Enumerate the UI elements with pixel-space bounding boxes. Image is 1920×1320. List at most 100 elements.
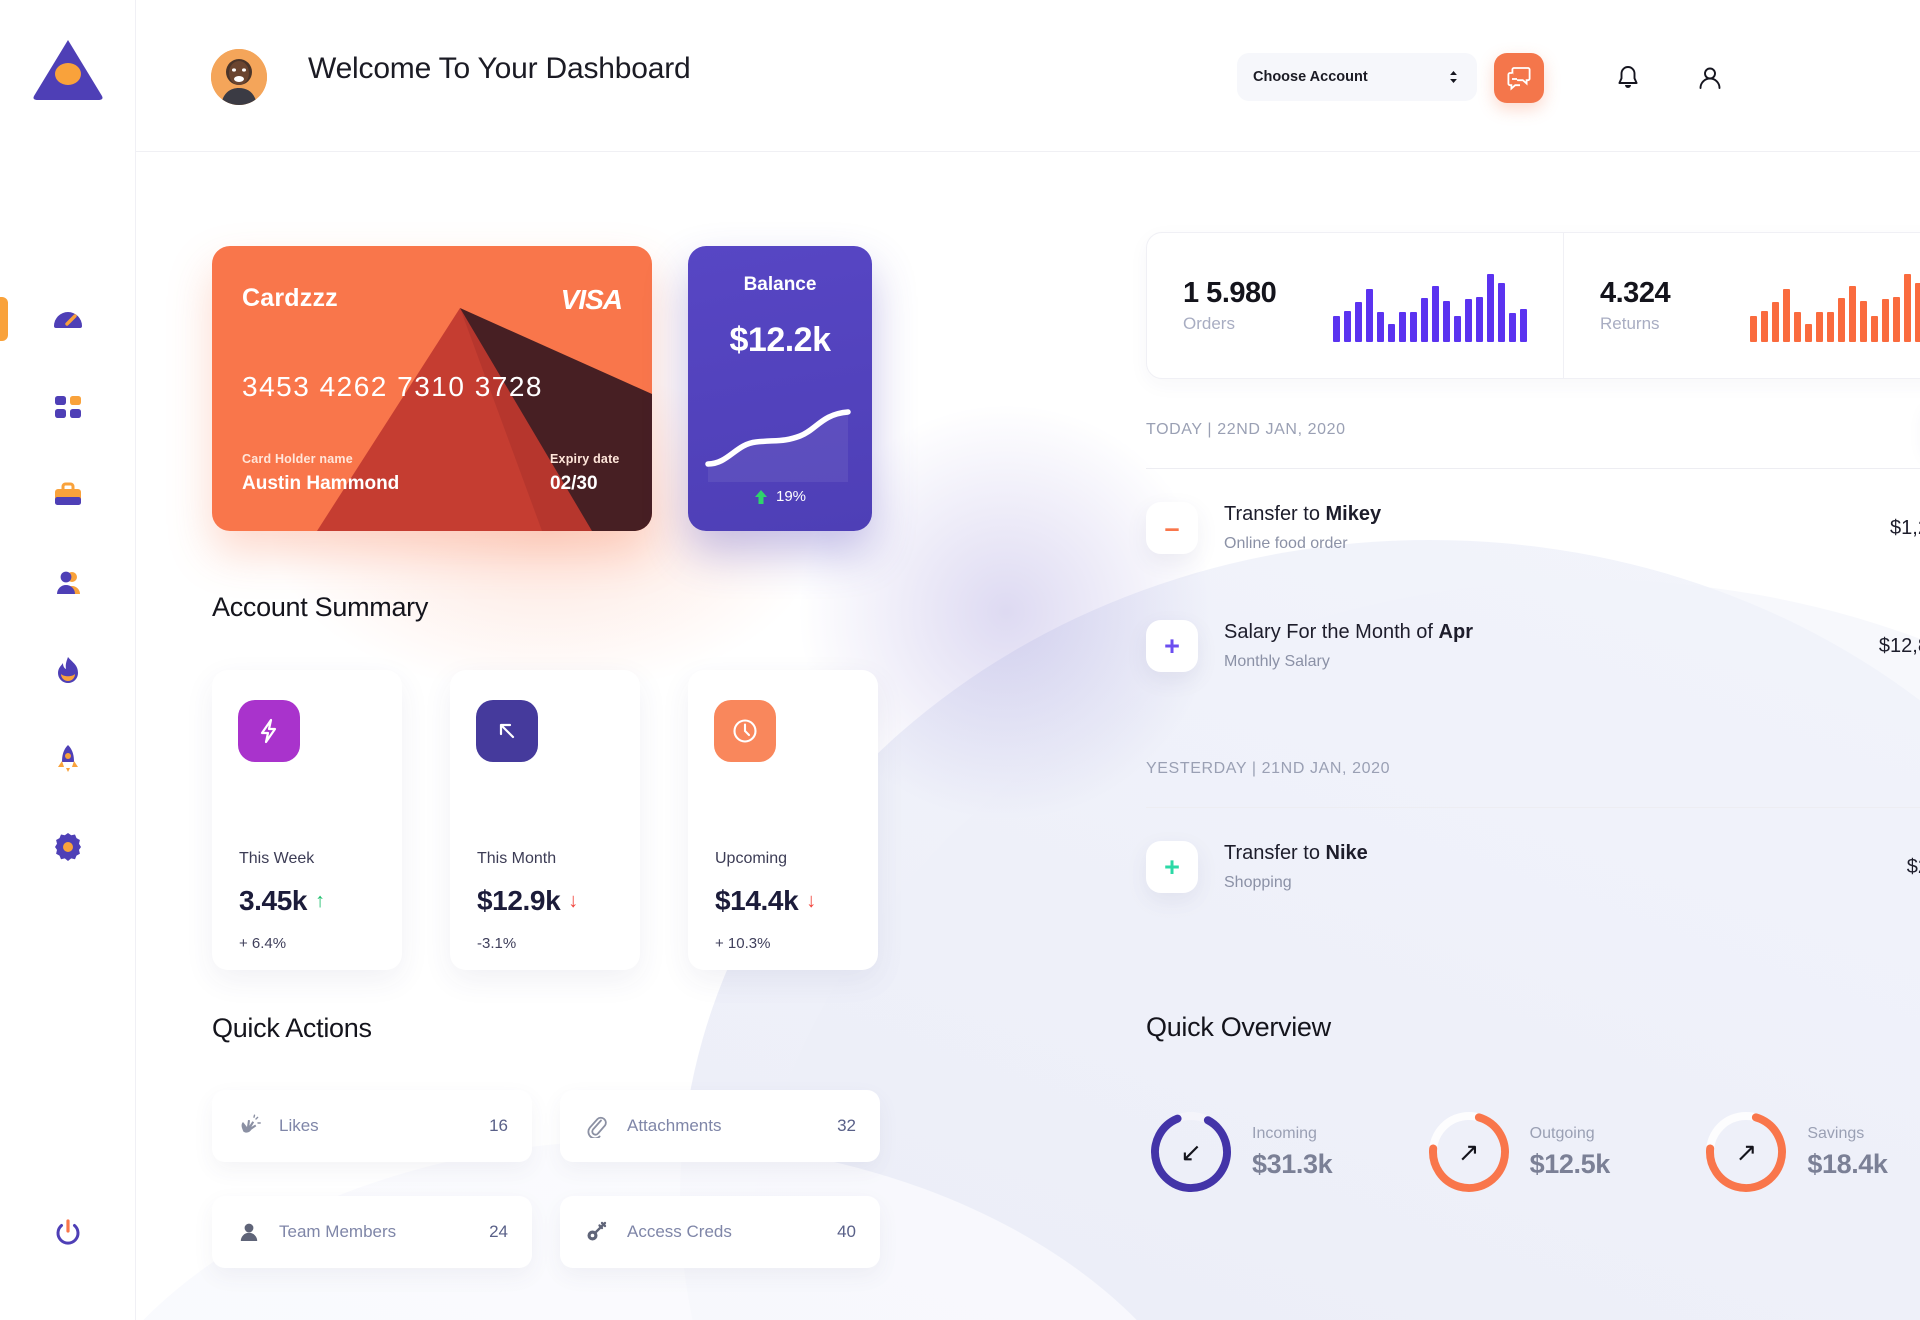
transaction-title-bold: Nike xyxy=(1325,842,1368,864)
credit-card[interactable]: Cardzzz VISA 3453 4262 7310 3728 Card Ho… xyxy=(212,246,652,531)
transaction-title-bold: Mikey xyxy=(1325,503,1382,525)
avatar[interactable] xyxy=(211,49,267,105)
balance-card[interactable]: Balance $12.2k 19% xyxy=(688,246,872,531)
sidebar-nav xyxy=(0,275,136,891)
power-icon xyxy=(56,1219,80,1245)
person-filled-icon xyxy=(236,1219,262,1245)
user-photo xyxy=(211,49,267,105)
transaction-title-prefix: Salary For the Month of xyxy=(1224,621,1439,643)
bar xyxy=(1761,310,1768,342)
logo-triangle-icon[interactable] xyxy=(32,38,104,102)
bar xyxy=(1509,312,1516,342)
card-name: Cardzzz xyxy=(242,284,338,312)
plus-icon: + xyxy=(1146,841,1198,893)
chat-bubbles-icon xyxy=(1507,67,1531,91)
overview-item-savings[interactable]: ↗ Savings $18.4k xyxy=(1701,1082,1920,1222)
bar xyxy=(1421,298,1428,342)
notifications-button[interactable] xyxy=(1608,58,1648,98)
transaction-row[interactable]: + Salary For the Month of Apr Monthly Sa… xyxy=(1146,587,1920,705)
transactions-group-header: YESTERDAY | 21ND JAN, 2020 xyxy=(1146,749,1920,789)
sidebar xyxy=(0,0,136,1320)
card-expiry: Expiry date 02/30 xyxy=(550,452,620,495)
bar xyxy=(1860,301,1867,342)
key-icon xyxy=(584,1219,610,1245)
transaction-subtitle: Monthly Salary xyxy=(1224,653,1330,670)
quick-action-likes[interactable]: Likes 16 xyxy=(212,1090,532,1162)
bar xyxy=(1882,299,1889,342)
transactions-group-header: TODAY | 22ND JAN, 2020 xyxy=(1146,410,1920,450)
summary-card[interactable]: This Month $12.9k ↓ -3.1% xyxy=(450,670,640,970)
quick-action-access-creds[interactable]: Access Creds 40 xyxy=(560,1196,880,1268)
sidebar-item-dashboard[interactable] xyxy=(0,275,136,363)
stat-returns: 4.324 Returns xyxy=(1563,233,1920,378)
flame-icon xyxy=(58,657,78,683)
overview-label: Savings xyxy=(1807,1124,1865,1142)
transaction-title-prefix: Transfer to xyxy=(1224,503,1326,525)
arrow-down-icon: ↓ xyxy=(568,889,578,912)
power-button[interactable] xyxy=(0,1216,136,1250)
account-summary-title: Account Summary xyxy=(212,592,429,622)
quick-action-team-members[interactable]: Team Members 24 xyxy=(212,1196,532,1268)
account-select[interactable]: Choose Account xyxy=(1237,53,1477,101)
sidebar-item-apps[interactable] xyxy=(0,363,136,451)
quick-action-count: 40 xyxy=(837,1222,856,1241)
divider xyxy=(1146,468,1920,469)
users-icon xyxy=(57,571,80,594)
quick-action-count: 24 xyxy=(489,1222,508,1241)
balance-sparkline xyxy=(705,409,851,482)
sidebar-item-users[interactable] xyxy=(0,539,136,627)
overview-value: $12.5k xyxy=(1529,1148,1611,1179)
bolt-icon xyxy=(238,700,300,762)
chevron-updown-icon xyxy=(1450,71,1457,83)
quick-action-label: Access Creds xyxy=(627,1222,732,1241)
transaction-row[interactable]: + Transfer to Nike Shopping $230.00 xyxy=(1146,808,1920,926)
bar xyxy=(1893,296,1900,342)
card-holder-label: Card Holder name xyxy=(242,452,353,466)
transaction-title: Salary For the Month of Apr xyxy=(1224,621,1879,644)
transaction-title: Transfer to Nike xyxy=(1224,842,1907,865)
summary-delta: + 10.3% xyxy=(715,935,771,952)
bar xyxy=(1794,311,1801,342)
bar xyxy=(1772,301,1779,342)
summary-value: 3.45k ↑ xyxy=(239,885,325,917)
header-bar: Welcome To Your Dashboard Choose Account xyxy=(136,0,1920,152)
sidebar-item-trending[interactable] xyxy=(0,627,136,715)
transaction-amount: $230.00 xyxy=(1906,855,1920,878)
briefcase-icon xyxy=(55,482,81,505)
overview-label: Outgoing xyxy=(1529,1124,1595,1142)
bar xyxy=(1849,285,1856,342)
transaction-row[interactable]: – Transfer to Mikey Online food order $1… xyxy=(1146,469,1920,587)
quick-action-attachments[interactable]: Attachments 32 xyxy=(560,1090,880,1162)
bar xyxy=(1443,301,1450,342)
transaction-subtitle: Shopping xyxy=(1224,874,1292,891)
quick-action-label: Team Members xyxy=(279,1222,397,1241)
bar xyxy=(1487,274,1494,342)
balance-change-value: 19% xyxy=(775,488,807,505)
arrow-up-right-icon: ↗ xyxy=(1735,1136,1758,1167)
profile-button[interactable] xyxy=(1690,58,1730,98)
page-title: Welcome To Your Dashboard xyxy=(308,52,691,85)
overview-item-incoming[interactable]: ↙ Incoming $31.3k xyxy=(1146,1082,1424,1222)
card-brand: VISA xyxy=(560,284,623,315)
arrow-down-icon: ↓ xyxy=(806,889,816,912)
quick-action-label: Likes xyxy=(279,1116,319,1135)
sidebar-item-settings[interactable] xyxy=(0,803,136,891)
transaction-body: Transfer to Mikey Online food order xyxy=(1224,503,1890,553)
summary-value-text: 3.45k xyxy=(239,885,308,916)
overview-item-outgoing[interactable]: ↗ Outgoing $12.5k xyxy=(1424,1082,1702,1222)
speedometer-icon xyxy=(54,312,82,328)
quick-actions-title: Quick Actions xyxy=(212,1013,372,1043)
bar xyxy=(1454,316,1461,342)
sidebar-item-launch[interactable] xyxy=(0,715,136,803)
bar xyxy=(1520,309,1527,342)
summary-card[interactable]: Upcoming $14.4k ↓ + 10.3% xyxy=(688,670,878,970)
quick-action-count: 32 xyxy=(837,1116,856,1135)
overview-value: $31.3k xyxy=(1252,1148,1333,1179)
sidebar-item-briefcase[interactable] xyxy=(0,451,136,539)
transaction-body: Salary For the Month of Apr Monthly Sala… xyxy=(1224,621,1879,671)
summary-card[interactable]: This Week 3.45k ↑ + 6.4% xyxy=(212,670,402,970)
donut-chart: ↗ xyxy=(1424,1107,1514,1197)
quick-overview-list: ↙ Incoming $31.3k ↗ Outgoing $12.5 xyxy=(1146,1082,1920,1222)
messages-button[interactable] xyxy=(1494,53,1544,103)
